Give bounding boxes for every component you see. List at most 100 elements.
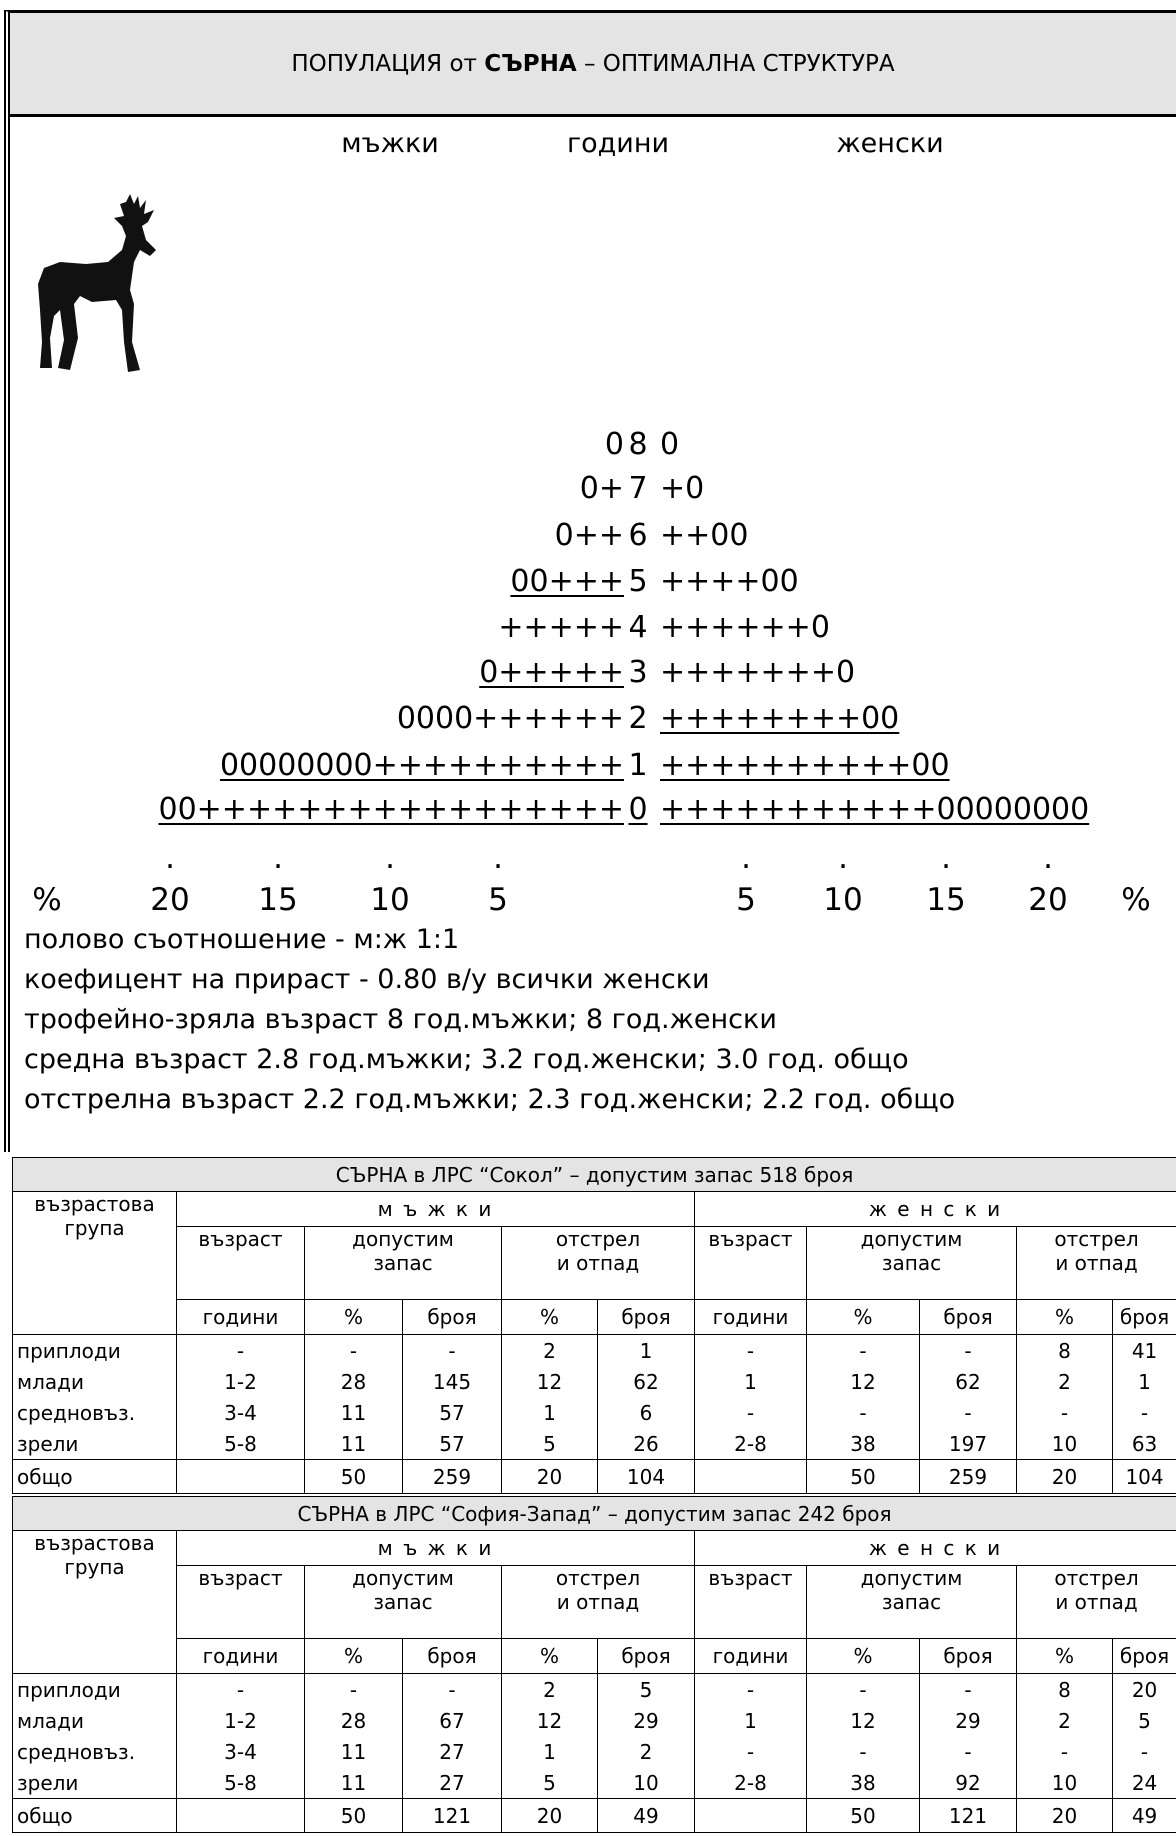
axis-label: %	[32, 882, 62, 918]
data-row: млади 1-2 28 67 12 29 1 12 29 2 5	[12, 1705, 1176, 1736]
cell: 1-2	[176, 1366, 305, 1397]
cell: 6	[597, 1397, 695, 1428]
cell: 5	[597, 1673, 695, 1705]
axis-dot: .	[385, 840, 395, 876]
unit-header: години	[694, 1299, 807, 1335]
unit-header: броя	[402, 1638, 502, 1674]
unit-header: броя	[1111, 1299, 1176, 1335]
group-header-line: възрастова	[34, 1531, 155, 1556]
table-title: СЪРНА в ЛРС “Сокол” – допустим запас 518…	[11, 1157, 1176, 1192]
unit-header: години	[694, 1638, 807, 1674]
female-bar: 0	[660, 427, 680, 462]
title-text: – ОПТИМАЛНА СТРУКТУРА	[576, 50, 895, 77]
unit-header: броя	[597, 1299, 695, 1335]
column-header: допустим запас	[806, 1226, 1017, 1300]
cell: 1	[501, 1736, 598, 1767]
female-bar: +++++++++++00000000	[660, 792, 1090, 827]
cell: -	[919, 1334, 1017, 1366]
axis-label: 20	[150, 882, 190, 918]
female-bar: ++00	[660, 518, 749, 553]
pyramid-row: 0+ 7 +0	[0, 467, 1176, 511]
cell: 20	[501, 1798, 598, 1833]
cell: 3-4	[176, 1397, 305, 1428]
row-label: зрели	[12, 1428, 177, 1460]
cell: -	[304, 1334, 403, 1366]
age: 7	[628, 471, 648, 506]
cell: 10	[1016, 1767, 1113, 1799]
cell: 2	[1016, 1366, 1113, 1397]
female-bar: ++++++0	[660, 610, 830, 645]
cell: 121	[919, 1798, 1017, 1833]
cell: 41	[1111, 1334, 1176, 1366]
axis-label: 10	[370, 882, 410, 918]
title: ПОПУЛАЦИЯ от СЪРНА – ОПТИМАЛНА СТРУКТУРА	[291, 51, 894, 77]
cell: 28	[304, 1705, 403, 1736]
cell: -	[1111, 1736, 1176, 1767]
axis-dot: .	[165, 840, 175, 876]
axis-dot: .	[273, 840, 283, 876]
cell: -	[806, 1397, 920, 1428]
column-header-line: възраст	[708, 1566, 793, 1591]
cell: -	[919, 1397, 1017, 1428]
unit-header: %	[501, 1299, 598, 1335]
cell: 1	[597, 1334, 695, 1366]
cell: 92	[919, 1767, 1017, 1799]
column-header-line: запас	[881, 1251, 942, 1275]
cell: 5-8	[176, 1428, 305, 1460]
cell: 67	[402, 1705, 502, 1736]
cell: 1	[694, 1366, 807, 1397]
cell: 62	[597, 1366, 695, 1397]
cell: -	[1016, 1397, 1113, 1428]
header-row: възраст допустим запас отстрел и отпад възрас…	[13, 1565, 1176, 1639]
cell: 259	[402, 1459, 502, 1494]
cell: -	[806, 1736, 920, 1767]
cell: 38	[806, 1428, 920, 1460]
cell: 2	[501, 1334, 598, 1366]
cell: 11	[304, 1767, 403, 1799]
pyramid-row: 0000++++++ 2 ++++++++00	[0, 697, 1176, 741]
cell: 2	[1016, 1705, 1113, 1736]
cell: 29	[919, 1705, 1017, 1736]
cell: 2-8	[694, 1767, 807, 1799]
cell: 20	[501, 1459, 598, 1494]
age: 0	[628, 792, 648, 827]
cell: 20	[1016, 1459, 1113, 1494]
data-row: зрели 5-8 11 57 5 26 2-8 38 197 10 63	[12, 1428, 1176, 1460]
data-table: СЪРНА в ЛРС “София-Запад” – допустим зап…	[11, 1496, 1176, 1833]
cell	[176, 1798, 305, 1833]
cell: 121	[402, 1798, 502, 1833]
cell: 259	[919, 1459, 1017, 1494]
cell	[694, 1459, 807, 1494]
column-header: възраст	[176, 1226, 305, 1300]
cell: 5	[501, 1767, 598, 1799]
row-label: млади	[12, 1705, 177, 1736]
cell: 197	[919, 1428, 1017, 1460]
cell: 3-4	[176, 1736, 305, 1767]
unit-header: %	[1016, 1299, 1113, 1335]
cell: -	[694, 1397, 807, 1428]
axis-label: %	[1121, 882, 1151, 918]
column-label: години	[566, 128, 670, 159]
cell: 63	[1111, 1428, 1176, 1460]
note: коефицент на прираст - 0.80 в/у всички ж…	[24, 964, 710, 995]
column-header: допустим запас	[304, 1226, 502, 1300]
column-header: възраст	[694, 1565, 807, 1639]
female-bar: +++++++0	[660, 655, 856, 690]
cell: 29	[597, 1705, 695, 1736]
cell: 2	[501, 1673, 598, 1705]
column-header-line: запас	[373, 1590, 433, 1614]
age: 6	[628, 518, 648, 553]
data-row: средновъз. 3-4 11 27 1 2- - - - -	[12, 1736, 1176, 1767]
header-row: възраст допустим запас отстрел и отпад възрас…	[13, 1226, 1176, 1300]
column-header: отстрел и отпад	[501, 1226, 695, 1300]
cell: 57	[402, 1397, 502, 1428]
title-row: СЪРНА в ЛРС “Сокол” – допустим запас 518…	[11, 1157, 1176, 1192]
female-bar: ++++++++++00	[660, 748, 950, 783]
unit-header: %	[806, 1299, 920, 1335]
unit-header: години	[176, 1638, 305, 1674]
cell: -	[1111, 1397, 1176, 1428]
column-header-line: допустим	[352, 1566, 454, 1591]
column-header-line: отстрел	[1054, 1227, 1139, 1252]
pyramid-row: 00+++++++++++++++++ 0 +++++++++++00000000	[0, 788, 1176, 832]
